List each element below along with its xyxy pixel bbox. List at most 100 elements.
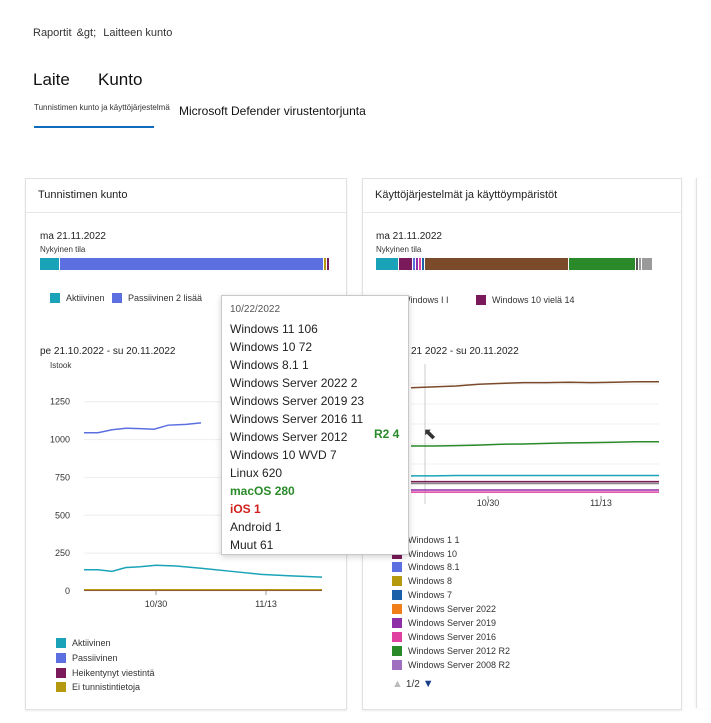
os-legend-item[interactable]: Windows Server 2016 <box>392 632 496 642</box>
legend-swatch <box>392 604 402 614</box>
tooltip-row: Windows Server 2022 2 <box>230 376 358 390</box>
date-range: 21 2022 - su 20.11.2022 <box>411 346 519 357</box>
series-line[interactable] <box>84 564 323 578</box>
legend-swatch <box>392 646 402 656</box>
os-stacked-bar[interactable] <box>376 258 668 270</box>
breadcrumb: Raportit &gt; Laitteen kunto <box>33 27 172 39</box>
y-tick-label: 1250 <box>50 397 70 407</box>
card-divider <box>363 212 681 213</box>
os-legend-label: Windows 8 <box>408 576 453 586</box>
current-date: ma 21.11.2022 <box>40 231 106 242</box>
tooltip-row: Windows 11 106 <box>230 322 318 336</box>
os-legend-item[interactable]: Windows 7 <box>392 590 452 600</box>
series-line[interactable] <box>84 422 202 434</box>
x-tick-label: 10/30 <box>477 498 500 508</box>
legend-pager: ▲ 1/2 ▼ <box>392 678 434 690</box>
sensor-health-card-title: Tunnistimen kunto <box>38 189 128 201</box>
y-tick-label: 1000 <box>50 435 70 445</box>
legend-swatch <box>392 590 402 600</box>
bar-segment-windows-10[interactable] <box>399 258 412 270</box>
os-legend-item[interactable]: Windows Server 2012 R2 <box>392 646 510 656</box>
bar-segment-active[interactable] <box>40 258 59 270</box>
bar-segment-impaired[interactable] <box>327 258 329 270</box>
os-legend-label: Windows 8.1 <box>408 562 460 572</box>
os-legend-item[interactable]: Windows Server 2019 <box>392 618 496 628</box>
breadcrumb-parent[interactable]: Raportit <box>33 27 72 39</box>
os-legend-item[interactable]: Windows 8 <box>392 576 452 586</box>
legend-active[interactable]: Aktiivinen <box>50 293 105 303</box>
bar-segment-other-os[interactable] <box>642 258 652 270</box>
status-label: Nykyinen tila <box>376 245 422 254</box>
y-tick-label: 500 <box>55 510 70 520</box>
os-line-chart: 10/30 11/13 <box>410 364 659 508</box>
tooltip-row: macOS 280 <box>230 484 295 498</box>
x-tick-label: 10/30 <box>145 599 168 609</box>
legend-windows-10-more[interactable]: Windows 10 vielä 14 <box>476 295 575 305</box>
os-legend-label: Windows Server 2019 <box>408 618 497 628</box>
os-legend-item[interactable]: Windows 8.1 <box>392 562 460 572</box>
os-legend-label: Windows 7 <box>408 590 453 600</box>
legend-swatch <box>392 562 402 572</box>
os-legend-item[interactable]: Windows Server 2008 R2 <box>392 660 510 670</box>
tooltip-row: Muut 61 <box>230 538 274 552</box>
legend-bottom-passive[interactable]: Passiivinen <box>56 653 118 663</box>
tooltip-overflow-label: R2 4 <box>374 427 400 441</box>
y-tick-label: 750 <box>55 472 70 482</box>
legend-swatch <box>392 632 402 642</box>
legend-bottom-impaired[interactable]: Heikentynyt viestintä <box>56 668 155 678</box>
status-label: Nykyinen tila <box>40 245 86 254</box>
pager-next-icon[interactable]: ▼ <box>422 678 434 690</box>
bar-segment-windows-81[interactable] <box>413 258 415 270</box>
legend-swatch <box>392 660 402 670</box>
bar-segment-android[interactable] <box>639 258 641 270</box>
tooltip-row: Windows 10 72 <box>230 340 313 354</box>
pager-count: 1/2 <box>405 678 420 690</box>
tooltip-row: Windows Server 2019 23 <box>230 394 365 408</box>
legend-bottom-no-data[interactable]: Ei tunnistintietoja <box>56 682 140 692</box>
bar-segment-server-2016[interactable] <box>419 258 421 270</box>
bar-segment-ios[interactable] <box>636 258 638 270</box>
series-line[interactable] <box>411 440 659 447</box>
os-legend-label: Windows 10 <box>408 549 458 559</box>
chart-tooltip: 10/22/2022 Windows 11 106 Windows 10 72 Wi… <box>221 295 409 555</box>
mouse-cursor-icon: ⬉ <box>423 426 437 443</box>
legend-swatch <box>392 618 402 628</box>
tab-sensor-health-os[interactable]: Tunnistimen kunto ja käyttöjärjestelmä <box>34 103 170 112</box>
bar-segment-macos[interactable] <box>569 258 635 270</box>
os-legend-label: Windows Server 2022 <box>408 604 497 614</box>
os-card-title: Käyttöjärjestelmät ja käyttöympäristöt <box>375 189 558 201</box>
tooltip-date: 10/22/2022 <box>230 304 281 315</box>
active-tab-underline <box>34 126 154 128</box>
series-line[interactable] <box>410 380 659 389</box>
date-range: pe 21.10.2022 - su 20.11.2022 <box>40 346 176 357</box>
page-title-part2: Kunto <box>98 70 143 89</box>
tab-defender-antivirus[interactable]: Microsoft Defender virustentorjunta <box>179 104 366 118</box>
status-stacked-bar[interactable] <box>40 258 332 270</box>
axis-unit: Istook <box>50 361 72 370</box>
bar-segment-linux[interactable] <box>425 258 568 270</box>
x-tick-label: 11/13 <box>590 498 612 508</box>
breadcrumb-current: Laitteen kunto <box>103 27 173 39</box>
tooltip-row: Android 1 <box>230 520 282 534</box>
bar-segment-server-2019[interactable] <box>416 258 418 270</box>
os-legend-item[interactable]: Windows Server 2022 <box>392 604 496 614</box>
os-legend-label: Windows Server 2008 R2 <box>408 660 511 670</box>
current-date: ma 21.11.2022 <box>376 231 442 242</box>
pager-prev-icon[interactable]: ▲ <box>392 678 403 690</box>
tooltip-row: Linux 620 <box>230 466 283 480</box>
y-tick-label: 0 <box>65 586 70 596</box>
tooltip-row: Windows 10 WVD 7 <box>230 448 337 462</box>
bar-segment-other[interactable] <box>422 258 424 270</box>
y-tick-label: 250 <box>55 548 70 558</box>
bar-segment-passive[interactable] <box>60 258 323 270</box>
partial-card <box>696 178 711 708</box>
bar-segment-windows-11[interactable] <box>376 258 398 270</box>
card-divider <box>26 212 346 213</box>
legend-passive-more[interactable]: Passiivinen 2 lisää <box>112 293 202 303</box>
legend-bottom-active[interactable]: Aktiivinen <box>56 638 111 648</box>
os-legend-label: Windows Server 2016 <box>408 632 497 642</box>
x-tick-label: 11/13 <box>255 599 277 609</box>
tooltip-row: Windows Server 2012 <box>230 430 348 444</box>
bar-segment-no-data[interactable] <box>324 258 326 270</box>
os-platforms-card: Käyttöjärjestelmät ja käyttöympäristöt m… <box>362 178 682 710</box>
